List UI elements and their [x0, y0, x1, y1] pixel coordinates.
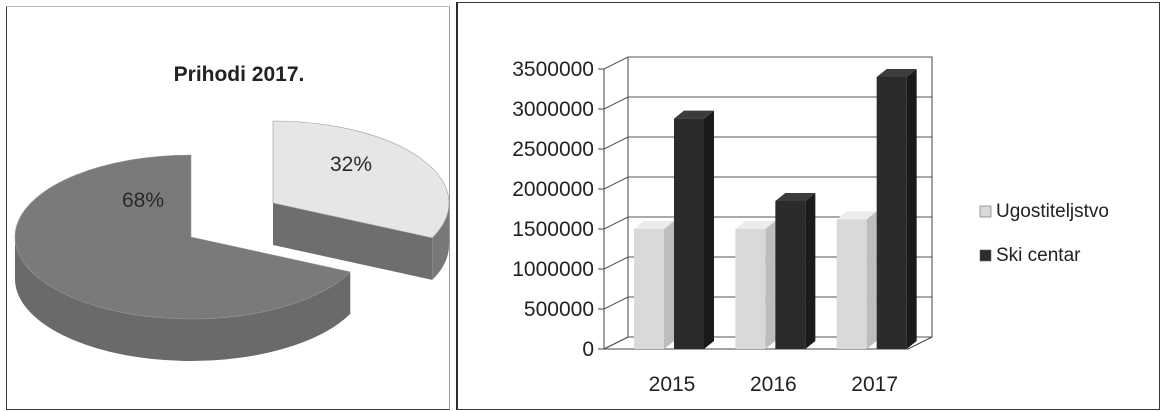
bar-top: [876, 69, 917, 77]
gridline: [603, 296, 932, 310]
bar-top: [674, 110, 714, 119]
pie-slice-side: [15, 237, 351, 362]
legend-swatch: [979, 205, 992, 218]
pie-label-32: 32%: [330, 153, 372, 176]
pie-slice: [272, 120, 450, 239]
gridline: [603, 176, 932, 190]
bar-top: [775, 193, 816, 201]
bar-side: [704, 110, 714, 349]
y-tick-label: 2500000: [512, 138, 594, 161]
gridline: [603, 136, 932, 150]
bar: [876, 77, 907, 349]
bar-side: [866, 211, 877, 349]
pie-chart: Prihodi 2017. 68% 32%: [14, 63, 450, 362]
gridline: [603, 336, 932, 350]
bar-side: [906, 69, 917, 349]
gridline: [603, 96, 932, 110]
bar: [775, 201, 806, 349]
pie-slice: [14, 154, 351, 320]
pie-slice-side: [432, 203, 449, 280]
pie-label-68: 68%: [122, 189, 164, 212]
legend-label: Ugostiteljstvo: [996, 201, 1109, 222]
y-tick-label: 3000000: [512, 98, 594, 121]
bar: [735, 229, 766, 349]
gridline: [603, 216, 932, 230]
y-tick-label: 1500000: [512, 218, 594, 241]
pie-title: Prihodi 2017.: [174, 63, 305, 86]
bar-top: [836, 211, 877, 220]
pie-slice-cut-face: [273, 203, 433, 280]
bar-top: [634, 221, 674, 229]
bar-top: [735, 221, 776, 229]
y-tick-label: 0: [582, 338, 594, 361]
y-tick-label: 1000000: [512, 258, 594, 281]
bar-chart: 0 500000 1000000 1500000 2000000 2500000 30000…: [512, 56, 1109, 396]
bar-side: [765, 221, 776, 349]
x-tick-label: 2015: [649, 373, 696, 396]
gridline: [603, 256, 932, 270]
bar: [634, 229, 664, 349]
bar-side: [664, 221, 674, 349]
pie-chart-panel: Prihodi 2017. 68% 32%: [6, 6, 450, 410]
bar: [836, 219, 867, 349]
x-tick-label: 2017: [851, 373, 898, 396]
bar-chart-panel: 0 500000 1000000 1500000 2000000 2500000 30000…: [456, 2, 1160, 410]
bar: [674, 118, 704, 349]
legend-swatch: [979, 249, 992, 262]
x-tick-label: 2016: [750, 373, 797, 396]
gridline: [603, 56, 932, 70]
bar-side: [805, 193, 816, 349]
y-tick-label: 2000000: [512, 178, 594, 201]
y-tick-label: 500000: [524, 298, 594, 321]
y-tick-label: 3500000: [512, 58, 594, 81]
legend-label: Ski centar: [996, 245, 1081, 266]
